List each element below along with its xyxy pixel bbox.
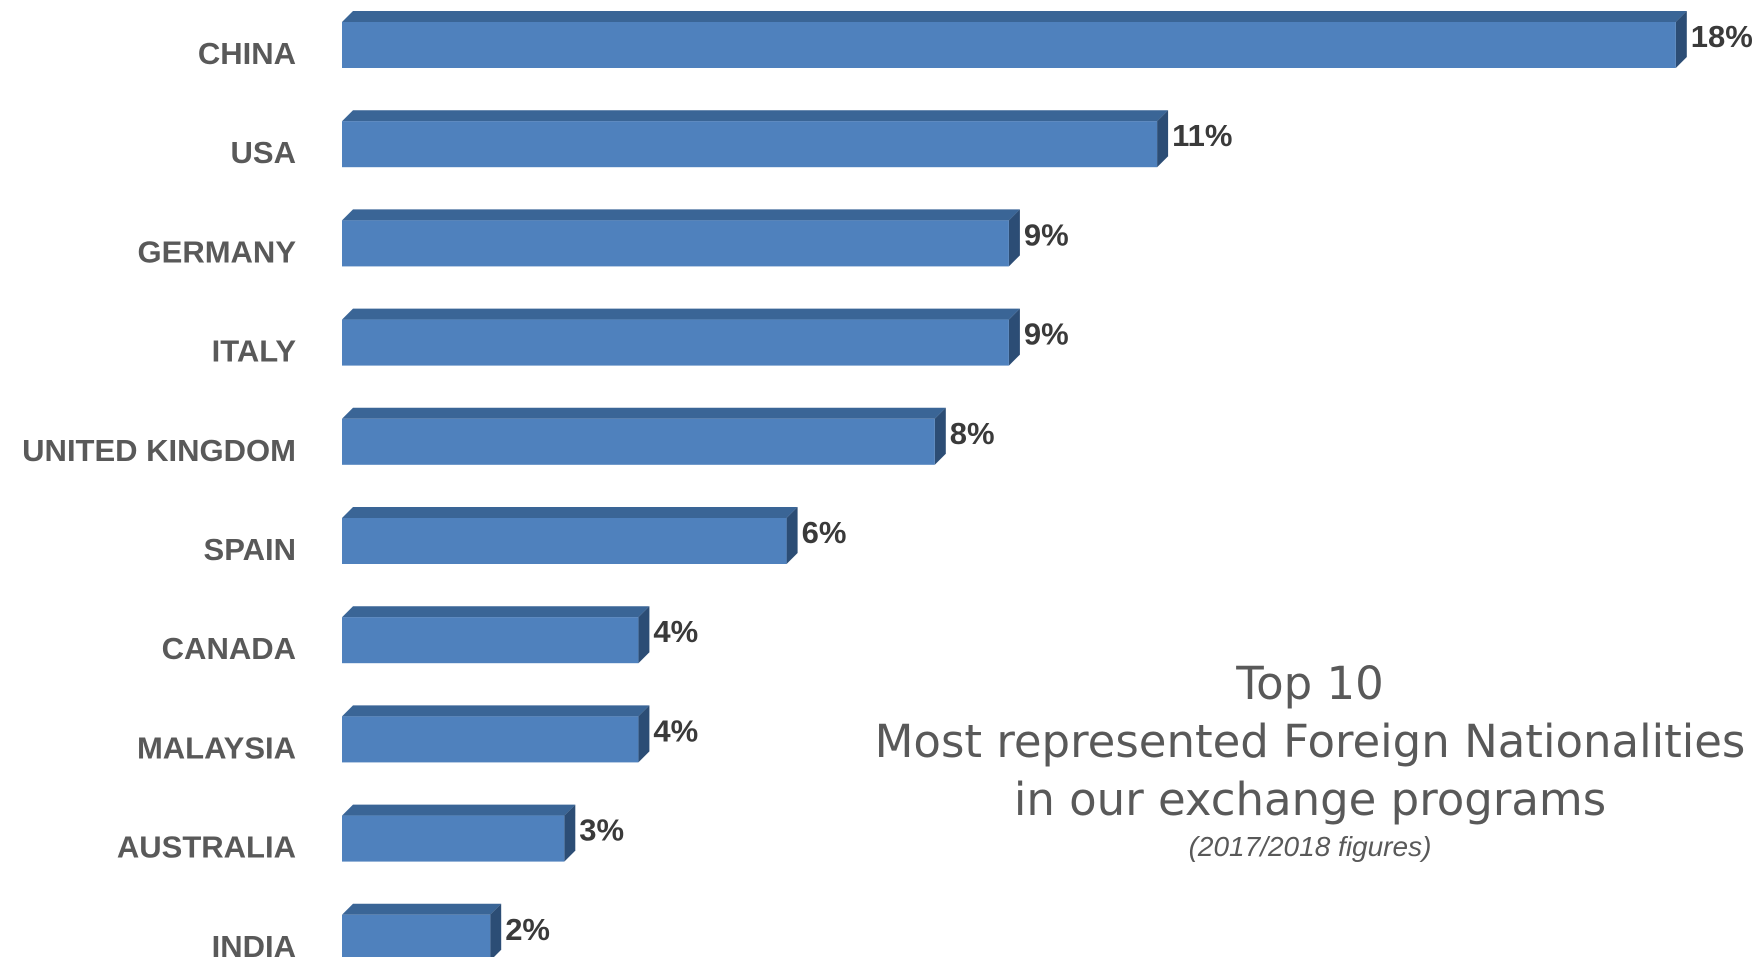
category-label-united-kingdom: UNITED KINGDOM: [22, 433, 296, 468]
bar-top-india: [342, 903, 502, 915]
category-label-china: CHINA: [198, 36, 296, 71]
value-label-united-kingdom: 8%: [950, 416, 995, 451]
caption-title: Top 10: [1236, 657, 1384, 710]
category-label-india: INDIA: [212, 929, 296, 957]
value-label-italy: 9%: [1024, 317, 1069, 352]
bar-top-china: [342, 11, 1687, 22]
value-label-australia: 3%: [579, 813, 624, 848]
category-label-usa: USA: [231, 135, 296, 170]
bar-side-germany: [1008, 209, 1020, 267]
category-label-italy: ITALY: [212, 334, 297, 369]
bar-side-canada: [638, 606, 650, 664]
bar-united-kingdom: [342, 418, 935, 465]
value-label-germany: 9%: [1024, 217, 1069, 252]
bar-top-united-kingdom: [342, 407, 946, 419]
bar-side-malaysia: [638, 705, 650, 763]
bar-india: [342, 914, 491, 957]
bar-side-australia: [564, 804, 576, 862]
category-label-canada: CANADA: [162, 631, 296, 666]
category-label-australia: AUSTRALIA: [117, 830, 296, 865]
bar-side-india: [490, 903, 502, 957]
bar-australia: [342, 815, 565, 862]
bar-top-malaysia: [342, 705, 650, 717]
bar-germany: [342, 220, 1009, 267]
bar-top-usa: [342, 110, 1169, 122]
bar-malaysia: [342, 716, 639, 763]
bar-usa: [342, 121, 1158, 168]
bar-top-italy: [342, 308, 1020, 320]
bar-canada: [342, 617, 639, 664]
bar-side-china: [1675, 11, 1687, 68]
bar-side-italy: [1008, 308, 1020, 366]
caption-line-1: Most represented Foreign Nationalities: [874, 715, 1746, 768]
category-label-malaysia: MALAYSIA: [137, 730, 296, 765]
bar-italy: [342, 319, 1009, 366]
value-label-canada: 4%: [653, 614, 698, 649]
value-label-usa: 11%: [1172, 118, 1232, 153]
caption-line-2: in our exchange programs: [1013, 773, 1607, 826]
bar-side-spain: [786, 507, 798, 564]
value-label-china: 18%: [1691, 19, 1753, 54]
bar-side-united-kingdom: [934, 407, 946, 465]
caption-note: (2017/2018 figures): [1188, 831, 1432, 862]
category-label-germany: GERMANY: [138, 234, 297, 269]
bar-side-usa: [1157, 110, 1169, 168]
category-label-spain: SPAIN: [204, 532, 296, 567]
chart-caption: Top 10 Most represented Foreign National…: [860, 655, 1760, 865]
bar-top-spain: [342, 507, 798, 518]
value-label-malaysia: 4%: [653, 713, 698, 748]
bar-spain: [342, 518, 787, 564]
bar-top-germany: [342, 209, 1020, 221]
bar-top-australia: [342, 804, 576, 816]
value-label-spain: 6%: [802, 515, 847, 550]
value-label-india: 2%: [505, 912, 550, 947]
bar-china: [342, 22, 1676, 68]
bar-top-canada: [342, 606, 650, 618]
